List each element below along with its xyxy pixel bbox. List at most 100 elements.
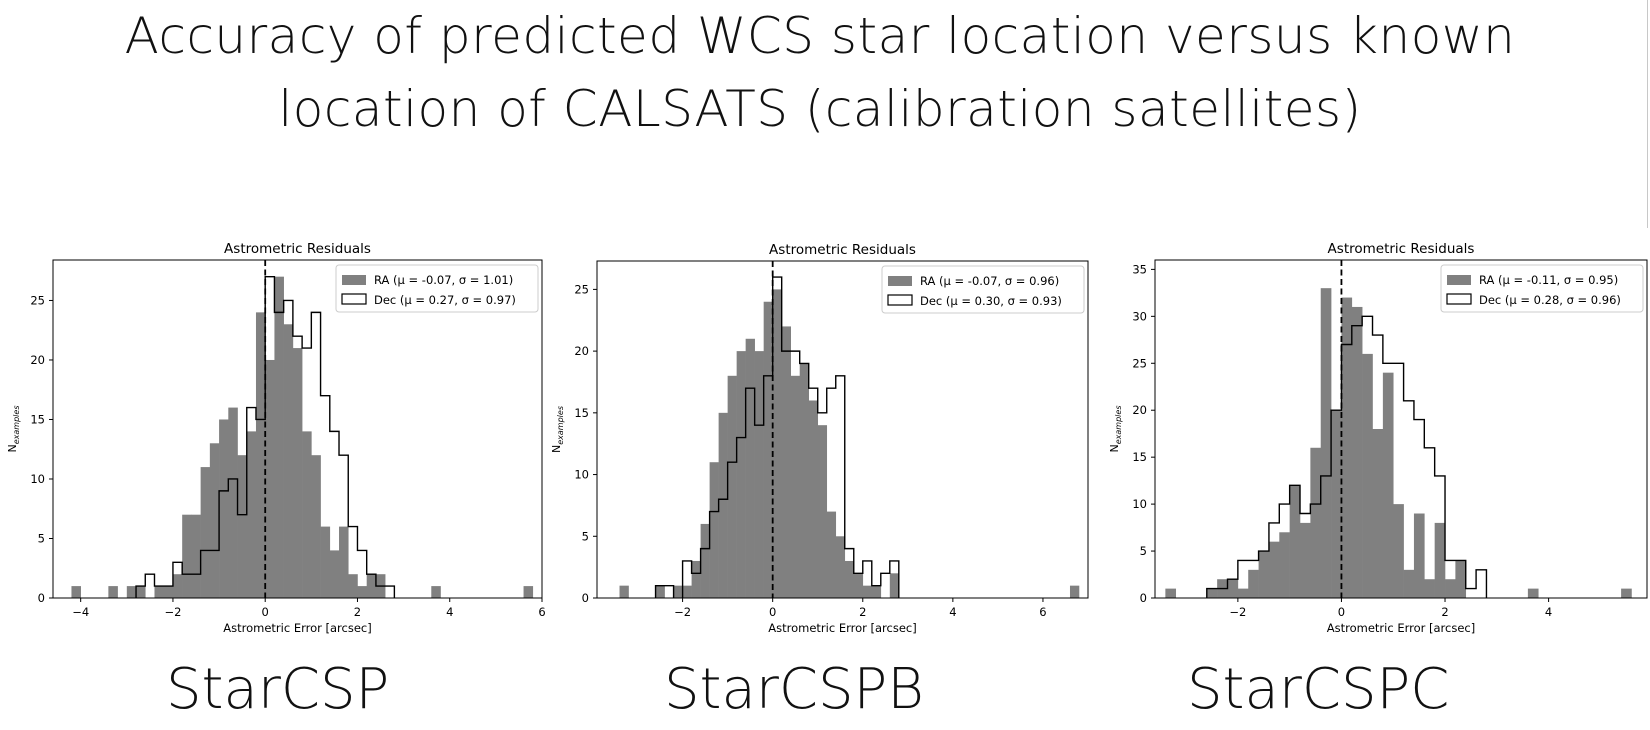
ra-bar bbox=[835, 536, 846, 598]
ra-bar bbox=[126, 586, 137, 598]
legend: RA (μ = -0.07, σ = 1.01) Dec (μ = 0.27, σ… bbox=[335, 264, 539, 313]
ra-bar bbox=[1300, 522, 1311, 598]
ra-bar bbox=[172, 574, 183, 598]
chart-panel-3: −2 0 2 4 0 5 10 15 20 25 30 35 Astrometric Residuals… bbox=[1090, 230, 1648, 635]
ra-bar bbox=[302, 431, 312, 598]
ra-bar bbox=[763, 301, 773, 598]
ra-bar bbox=[1227, 579, 1239, 598]
y-tick-label: 30 bbox=[1132, 309, 1147, 323]
ra-bar bbox=[1351, 306, 1363, 598]
x-tick-label: 2 bbox=[354, 605, 361, 619]
ra-bar bbox=[108, 586, 118, 598]
legend-swatch-ra bbox=[1447, 275, 1471, 285]
ra-bar bbox=[1237, 588, 1249, 598]
ra-bar bbox=[311, 455, 321, 598]
ra-bar bbox=[745, 338, 755, 598]
ra-bar bbox=[1206, 588, 1218, 598]
ra-bar bbox=[817, 425, 828, 598]
panel-label-starcspb: StarCSPB bbox=[664, 657, 924, 722]
x-tick-label: 2 bbox=[1441, 605, 1448, 619]
ra-bar bbox=[808, 400, 819, 598]
ra-bar bbox=[718, 412, 728, 598]
ra-bar bbox=[1445, 579, 1456, 598]
ra-bar bbox=[709, 462, 719, 598]
ra-bar bbox=[163, 586, 174, 598]
ra-bar bbox=[431, 586, 441, 598]
ra-bar bbox=[237, 455, 248, 598]
ra-bar bbox=[136, 586, 146, 598]
ra-bar bbox=[889, 573, 900, 598]
ra-bar bbox=[191, 514, 201, 598]
ra-bar bbox=[736, 351, 746, 598]
ra-bar bbox=[283, 324, 294, 598]
ra-bar bbox=[1527, 588, 1539, 598]
ra-bar bbox=[246, 431, 257, 598]
y-tick-label: 20 bbox=[1132, 403, 1147, 417]
ra-bar bbox=[357, 586, 367, 598]
y-tick-label: 5 bbox=[1140, 544, 1147, 558]
ra-bar bbox=[1331, 410, 1342, 598]
ra-bar bbox=[274, 276, 284, 598]
chart-title: Astrometric Residuals bbox=[1328, 241, 1475, 257]
y-tick-label: 0 bbox=[38, 591, 45, 605]
ra-bar bbox=[844, 560, 855, 598]
ra-bar bbox=[754, 351, 764, 598]
y-tick-label: 35 bbox=[1132, 262, 1147, 276]
plot-area bbox=[71, 260, 534, 598]
ra-bar bbox=[1434, 522, 1446, 598]
ra-bar bbox=[1341, 297, 1353, 598]
x-axis-label: Astrometric Error [arcsec] bbox=[768, 621, 916, 635]
ra-bar bbox=[154, 586, 165, 598]
legend: RA (μ = -0.07, σ = 0.96) Dec (μ = 0.30, σ… bbox=[881, 265, 1085, 314]
ra-bar bbox=[781, 326, 791, 598]
dec-step-line bbox=[1206, 315, 1488, 598]
ra-bar bbox=[1455, 560, 1467, 598]
legend-swatch-dec bbox=[1446, 293, 1472, 305]
histogram-chart-2: −2 0 2 4 6 0 5 10 15 20 25 Astrometric Residuals Ast… bbox=[550, 242, 1089, 635]
y-tick-label: 15 bbox=[1132, 450, 1147, 464]
ra-bar bbox=[799, 363, 810, 598]
axes-frame bbox=[52, 259, 543, 599]
histogram-chart-1: −4 −2 0 2 4 6 0 5 10 15 20 25 Astrometric Residuals A… bbox=[6, 241, 545, 635]
y-tick-label: 20 bbox=[30, 353, 45, 367]
legend-swatch-ra bbox=[342, 275, 366, 285]
legend-box bbox=[1440, 264, 1644, 313]
x-tick-label: 6 bbox=[538, 605, 545, 619]
x-tick-label: 0 bbox=[1338, 605, 1345, 619]
y-tick-label: 10 bbox=[1132, 497, 1147, 511]
legend-label-dec: Dec (μ = 0.30, σ = 0.93) bbox=[920, 294, 1062, 308]
ra-bar bbox=[862, 585, 873, 598]
panel-label-starcspc: StarCSPC bbox=[1187, 657, 1450, 722]
ra-bar bbox=[1621, 588, 1632, 598]
ra-bar bbox=[655, 585, 665, 598]
ra-bar bbox=[1248, 569, 1259, 598]
ra-bar bbox=[1320, 288, 1332, 598]
y-axis-label: Nexamples bbox=[550, 406, 565, 453]
legend-label-dec: Dec (μ = 0.28, σ = 0.96) bbox=[1479, 293, 1621, 307]
y-axis-label: Nexamples bbox=[1108, 406, 1123, 453]
ra-bar bbox=[348, 574, 358, 598]
legend: RA (μ = -0.11, σ = 0.95) Dec (μ = 0.28, σ… bbox=[1440, 264, 1644, 313]
x-tick-label: −2 bbox=[164, 605, 181, 619]
figure-title: Accuracy of predicted WCS star location … bbox=[0, 0, 1640, 146]
ra-bar bbox=[1393, 504, 1404, 598]
chart-title: Astrometric Residuals bbox=[224, 241, 371, 257]
ra-bar bbox=[219, 419, 229, 598]
ra-bar bbox=[1372, 429, 1384, 598]
axes-frame bbox=[1154, 259, 1648, 599]
y-tick-label: 25 bbox=[30, 293, 45, 307]
x-axis-label: Astrometric Error [arcsec] bbox=[1327, 621, 1475, 635]
ra-bar bbox=[182, 514, 192, 598]
ra-bar bbox=[523, 586, 534, 598]
ra-bar bbox=[329, 550, 340, 598]
ra-bar bbox=[1362, 353, 1373, 598]
ra-bar bbox=[1413, 513, 1425, 598]
y-tick-label: 20 bbox=[574, 344, 589, 358]
legend-swatch-dec bbox=[887, 294, 913, 306]
legend-label-ra: RA (μ = -0.11, σ = 0.95) bbox=[1479, 273, 1618, 287]
y-tick-label: 10 bbox=[30, 472, 45, 486]
ra-bar bbox=[691, 560, 701, 598]
page-edge-rule bbox=[1647, 0, 1648, 228]
ra-bar bbox=[727, 375, 737, 598]
x-tick-label: 6 bbox=[1039, 605, 1046, 619]
